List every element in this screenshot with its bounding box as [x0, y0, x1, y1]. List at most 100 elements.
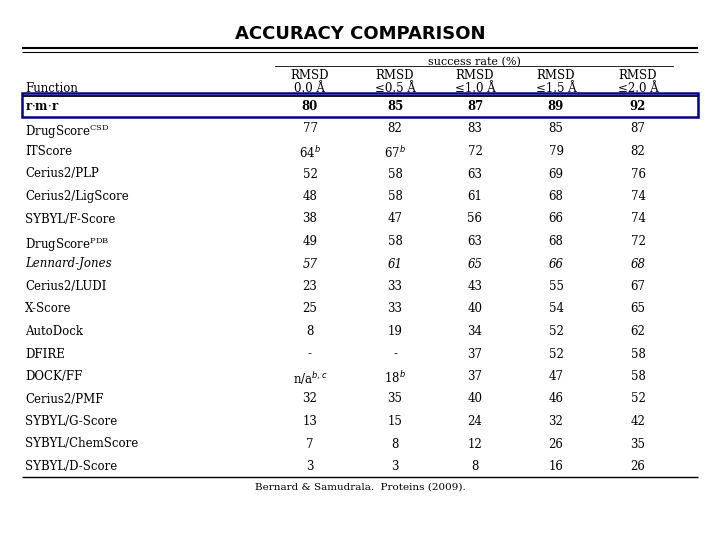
Text: 33: 33 — [387, 280, 402, 293]
Text: ≤1.0 Å: ≤1.0 Å — [454, 82, 495, 95]
Text: 26: 26 — [631, 460, 645, 473]
Text: DOCK/FF: DOCK/FF — [25, 370, 82, 383]
Text: 12: 12 — [467, 437, 482, 450]
Text: DFIRE: DFIRE — [25, 348, 65, 361]
Text: 77: 77 — [302, 123, 318, 136]
Text: ≤1.5 Å: ≤1.5 Å — [536, 82, 577, 95]
Text: Cerius2/LUDI: Cerius2/LUDI — [25, 280, 107, 293]
Text: Cerius2/PMF: Cerius2/PMF — [25, 393, 104, 406]
Text: Cerius2/PLP: Cerius2/PLP — [25, 167, 99, 180]
Text: -: - — [393, 348, 397, 361]
Text: 83: 83 — [467, 123, 482, 136]
Text: 52: 52 — [302, 167, 318, 180]
Text: RMSD: RMSD — [291, 69, 329, 82]
Text: SYBYL/F-Score: SYBYL/F-Score — [25, 213, 115, 226]
Text: 43: 43 — [467, 280, 482, 293]
Text: Bernard & Samudrala.  Proteins (2009).: Bernard & Samudrala. Proteins (2009). — [255, 483, 465, 492]
Text: -: - — [308, 348, 312, 361]
Text: 80: 80 — [302, 100, 318, 113]
Text: 48: 48 — [302, 190, 318, 203]
Text: 66: 66 — [549, 213, 564, 226]
Text: 87: 87 — [467, 100, 483, 113]
Text: Function: Function — [25, 82, 78, 95]
Text: RMSD: RMSD — [456, 69, 494, 82]
Text: DrugScore$^{\mathregular{PDB}}$: DrugScore$^{\mathregular{PDB}}$ — [25, 235, 109, 254]
Text: 58: 58 — [631, 348, 645, 361]
Text: 13: 13 — [302, 415, 318, 428]
Text: 23: 23 — [302, 280, 318, 293]
Text: SYBYL/ChemScore: SYBYL/ChemScore — [25, 437, 138, 450]
Text: 68: 68 — [631, 258, 646, 271]
Text: Cerius2/LigScore: Cerius2/LigScore — [25, 190, 129, 203]
Text: DrugScore$^{\mathregular{CSD}}$: DrugScore$^{\mathregular{CSD}}$ — [25, 123, 109, 141]
Text: 33: 33 — [387, 302, 402, 315]
Text: 15: 15 — [387, 415, 402, 428]
Text: 34: 34 — [467, 325, 482, 338]
Text: X-Score: X-Score — [25, 302, 71, 315]
Text: 76: 76 — [631, 167, 646, 180]
Text: 26: 26 — [549, 437, 564, 450]
Text: 52: 52 — [549, 348, 564, 361]
Text: 35: 35 — [631, 437, 646, 450]
Text: 3: 3 — [391, 460, 399, 473]
Text: 58: 58 — [387, 190, 402, 203]
Text: 63: 63 — [467, 235, 482, 248]
Text: SYBYL/D-Score: SYBYL/D-Score — [25, 460, 117, 473]
Text: 79: 79 — [549, 145, 564, 158]
Text: Lennard-Jones: Lennard-Jones — [25, 258, 112, 271]
Text: 65: 65 — [467, 258, 482, 271]
Text: 18$^b$: 18$^b$ — [384, 370, 406, 386]
Text: RMSD: RMSD — [376, 69, 414, 82]
Text: 38: 38 — [302, 213, 318, 226]
Text: 56: 56 — [467, 213, 482, 226]
Text: 67$^b$: 67$^b$ — [384, 145, 406, 161]
Text: 52: 52 — [631, 393, 645, 406]
Text: 82: 82 — [387, 123, 402, 136]
Text: 40: 40 — [467, 393, 482, 406]
Text: 19: 19 — [387, 325, 402, 338]
Text: 72: 72 — [467, 145, 482, 158]
Text: 16: 16 — [549, 460, 564, 473]
Text: RMSD: RMSD — [536, 69, 575, 82]
Text: ITScore: ITScore — [25, 145, 72, 158]
Text: 37: 37 — [467, 370, 482, 383]
Text: 35: 35 — [387, 393, 402, 406]
Text: 8: 8 — [391, 437, 399, 450]
Text: 89: 89 — [548, 100, 564, 113]
Text: 32: 32 — [549, 415, 564, 428]
Text: 58: 58 — [387, 167, 402, 180]
Text: 32: 32 — [302, 393, 318, 406]
Text: 64$^b$: 64$^b$ — [299, 145, 321, 161]
Text: 54: 54 — [549, 302, 564, 315]
Text: 92: 92 — [630, 100, 646, 113]
Text: success rate (%): success rate (%) — [428, 57, 521, 68]
Text: 82: 82 — [631, 145, 645, 158]
Text: 72: 72 — [631, 235, 645, 248]
Text: 37: 37 — [467, 348, 482, 361]
Text: ≤0.5 Å: ≤0.5 Å — [374, 82, 415, 95]
Text: RMSD: RMSD — [618, 69, 657, 82]
Text: 49: 49 — [302, 235, 318, 248]
Text: 58: 58 — [387, 235, 402, 248]
Text: 8: 8 — [472, 460, 479, 473]
Text: ≤2.0 Å: ≤2.0 Å — [618, 82, 658, 95]
Text: 67: 67 — [631, 280, 646, 293]
Text: 62: 62 — [631, 325, 645, 338]
Text: 87: 87 — [631, 123, 645, 136]
Text: 57: 57 — [302, 258, 318, 271]
Text: r$\cdot$m$\cdot$r: r$\cdot$m$\cdot$r — [25, 100, 60, 113]
Text: 74: 74 — [631, 190, 646, 203]
Text: 42: 42 — [631, 415, 645, 428]
Text: 25: 25 — [302, 302, 318, 315]
Text: 7: 7 — [306, 437, 314, 450]
Text: 68: 68 — [549, 235, 564, 248]
Text: 3: 3 — [306, 460, 314, 473]
Text: 52: 52 — [549, 325, 564, 338]
Text: 68: 68 — [549, 190, 564, 203]
Text: 85: 85 — [549, 123, 564, 136]
Text: 40: 40 — [467, 302, 482, 315]
Text: 46: 46 — [549, 393, 564, 406]
Text: 55: 55 — [549, 280, 564, 293]
Text: 47: 47 — [549, 370, 564, 383]
Text: 61: 61 — [387, 258, 402, 271]
